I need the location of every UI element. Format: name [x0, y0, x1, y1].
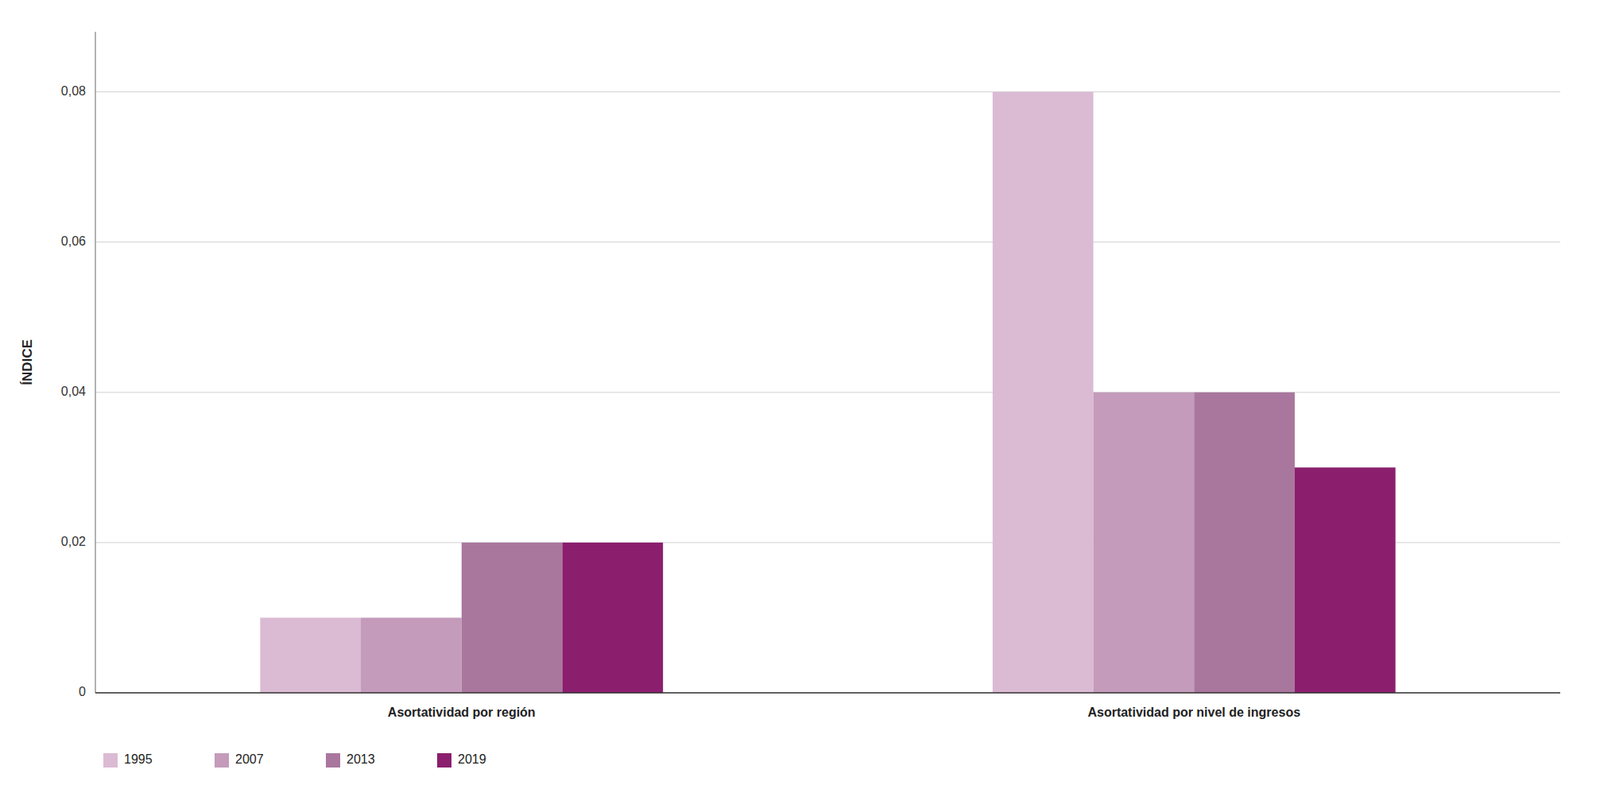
legend-swatch — [214, 753, 229, 768]
y-tick-label: 0,06 — [61, 234, 86, 248]
x-axis-line — [95, 692, 1561, 694]
chart: 0 0,02 0,04 0,06 0,08 ÍNDICE Asortatividad por… — [0, 0, 1600, 812]
y-tick-label: 0,02 — [61, 534, 86, 549]
x-tick-label: Asortatividad por región — [387, 705, 536, 720]
grid — [95, 92, 1561, 694]
y-axis-line — [95, 31, 97, 694]
legend-label: 2007 — [235, 752, 264, 767]
bars — [259, 92, 1395, 694]
legend: 1995 2007 2013 2019 — [103, 752, 487, 768]
x-tick-label: Asortatividad por nivel de ingresos — [1087, 705, 1301, 720]
bar — [1093, 392, 1195, 694]
grid-line — [95, 91, 1561, 93]
bar — [1294, 467, 1396, 694]
legend-label: 2013 — [346, 752, 376, 767]
grid-line — [95, 241, 1561, 243]
bar — [259, 617, 361, 694]
bar — [360, 617, 462, 694]
chart-container: 0 0,02 0,04 0,06 0,08 ÍNDICE Asortatividad por… — [0, 0, 1600, 812]
legend-label: 1995 — [123, 752, 153, 767]
legend-swatch — [437, 753, 452, 768]
bar — [561, 542, 663, 694]
y-tick-label: 0 — [78, 685, 86, 699]
legend-label: 2019 — [457, 752, 487, 767]
grid-line — [95, 391, 1561, 393]
y-axis-label: ÍNDICE — [19, 339, 35, 386]
bar — [461, 542, 563, 694]
x-axis: Asortatividad por región Asortatividad po… — [387, 705, 1301, 720]
grid-line — [95, 693, 1561, 694]
bar — [992, 92, 1094, 694]
legend-swatch — [103, 753, 118, 768]
y-tick-label: 0,04 — [61, 384, 86, 399]
legend-swatch — [325, 753, 341, 768]
bar — [1193, 392, 1295, 694]
y-axis: 0 0,02 0,04 0,06 0,08 — [61, 84, 86, 699]
y-tick-label: 0,08 — [61, 84, 86, 98]
